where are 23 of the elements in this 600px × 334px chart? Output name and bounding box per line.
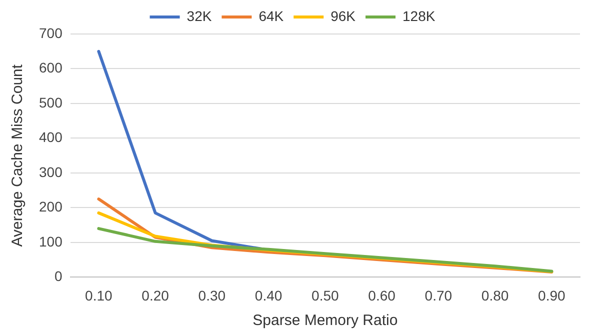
x-tick-label: 0.60	[368, 287, 396, 304]
legend-label: 64K	[258, 8, 284, 24]
y-tick-label: 700	[39, 24, 63, 41]
legend-label: 96K	[330, 8, 356, 24]
x-tick-label: 0.30	[198, 287, 226, 304]
x-tick-label: 0.50	[312, 287, 340, 304]
y-tick-label: 400	[39, 129, 63, 146]
x-tick-label: 0.70	[424, 287, 452, 304]
legend-label: 128K	[402, 8, 436, 24]
y-tick-label: 200	[39, 198, 63, 215]
x-tick-label: 0.80	[481, 287, 509, 304]
y-tick-label: 100	[39, 233, 63, 250]
x-tick-label: 0.10	[85, 287, 113, 304]
y-tick-label: 0	[54, 268, 63, 284]
x-tick-label: 0.90	[538, 287, 566, 304]
x-tick-label: 0.40	[254, 287, 282, 304]
legend-label: 32K	[186, 8, 212, 24]
y-tick-label: 300	[39, 164, 63, 180]
x-axis-title: Sparse Memory Ratio	[252, 312, 398, 330]
y-tick-label: 600	[39, 60, 63, 76]
y-axis-title: Average Cache Miss Count	[9, 64, 26, 247]
y-tick-label: 500	[39, 94, 63, 110]
x-tick-label: 0.20	[142, 287, 170, 304]
